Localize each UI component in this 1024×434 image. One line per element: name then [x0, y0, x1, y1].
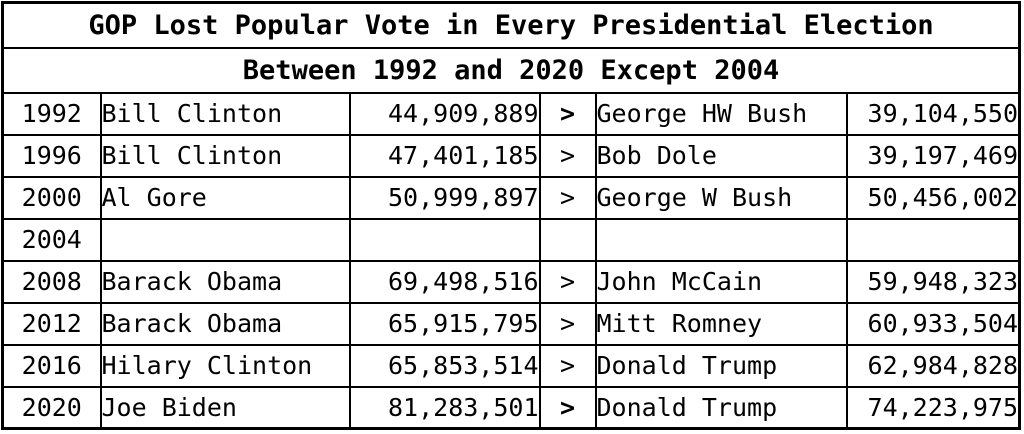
gop-candidate-cell: Bob Dole: [594, 133, 848, 178]
year-cell: 1992: [1, 91, 102, 136]
gop-candidate-cell: Donald Trump: [594, 343, 848, 388]
dem-candidate-cell: Hilary Clinton: [99, 343, 351, 388]
table-row-2004: 2004: [1, 217, 1021, 262]
greater-than-cell: >: [538, 343, 597, 388]
year-cell: 2008: [1, 259, 102, 304]
gop-candidate-cell: [594, 217, 848, 262]
gop-candidate-cell: George W Bush: [594, 175, 848, 220]
dem-votes-cell: 65,853,514: [348, 343, 541, 388]
dem-candidate-cell: Barack Obama: [99, 301, 351, 346]
dem-candidate-cell: Al Gore: [99, 175, 351, 220]
year-cell: 2000: [1, 175, 102, 220]
dem-votes-cell: 69,498,516: [348, 259, 541, 304]
greater-than-cell: >: [538, 175, 597, 220]
gop-votes-cell: 59,948,323: [845, 259, 1021, 304]
table-title-row-2: Between 1992 and 2020 Except 2004: [1, 46, 1021, 94]
gop-votes-cell: [845, 217, 1021, 262]
greater-than-cell: >: [538, 301, 597, 346]
greater-than-cell: >: [538, 259, 597, 304]
year-cell: 2012: [1, 301, 102, 346]
table-row-1992: 1992 Bill Clinton 44,909,889 > George HW…: [1, 91, 1021, 136]
dem-votes-cell: 50,999,897: [348, 175, 541, 220]
table-title-line1: GOP Lost Popular Vote in Every President…: [1, 1, 1021, 49]
year-cell: 1996: [1, 133, 102, 178]
table-row-2012: 2012 Barack Obama 65,915,795 > Mitt Romn…: [1, 301, 1021, 346]
gop-votes-cell: 74,223,975: [845, 385, 1021, 430]
table-row-2020: 2020 Joe Biden 81,283,501 > Donald Trump…: [1, 385, 1021, 430]
greater-than-cell: >: [538, 133, 597, 178]
gop-votes-cell: 39,197,469: [845, 133, 1021, 178]
dem-votes-cell: 65,915,795: [348, 301, 541, 346]
gop-votes-cell: 50,456,002: [845, 175, 1021, 220]
table-title-row-1: GOP Lost Popular Vote in Every President…: [1, 1, 1021, 49]
table-title-line2: Between 1992 and 2020 Except 2004: [1, 46, 1021, 94]
table-row-1996: 1996 Bill Clinton 47,401,185 > Bob Dole …: [1, 133, 1021, 178]
greater-than-cell: [538, 217, 597, 262]
gop-candidate-cell: Mitt Romney: [594, 301, 848, 346]
dem-candidate-cell: Bill Clinton: [99, 91, 351, 136]
year-cell: 2016: [1, 343, 102, 388]
gop-candidate-cell: John McCain: [594, 259, 848, 304]
gop-votes-cell: 62,984,828: [845, 343, 1021, 388]
gop-votes-cell: 60,933,504: [845, 301, 1021, 346]
greater-than-cell: >: [538, 91, 597, 136]
greater-than-cell: >: [538, 385, 597, 430]
year-cell: 2020: [1, 385, 102, 430]
dem-votes-cell: 44,909,889: [348, 91, 541, 136]
dem-candidate-cell: Barack Obama: [99, 259, 351, 304]
gop-candidate-cell: Donald Trump: [594, 385, 848, 430]
dem-votes-cell: 47,401,185: [348, 133, 541, 178]
dem-candidate-cell: Bill Clinton: [99, 133, 351, 178]
gop-votes-cell: 39,104,550: [845, 91, 1021, 136]
dem-candidate-cell: [99, 217, 351, 262]
dem-candidate-cell: Joe Biden: [99, 385, 351, 430]
table-row-2016: 2016 Hilary Clinton 65,853,514 > Donald …: [1, 343, 1021, 388]
year-cell: 2004: [1, 217, 102, 262]
dem-votes-cell: 81,283,501: [348, 385, 541, 430]
gop-candidate-cell: George HW Bush: [594, 91, 848, 136]
dem-votes-cell: [348, 217, 541, 262]
table-row-2008: 2008 Barack Obama 69,498,516 > John McCa…: [1, 259, 1021, 304]
table-row-2000: 2000 Al Gore 50,999,897 > George W Bush …: [1, 175, 1021, 220]
